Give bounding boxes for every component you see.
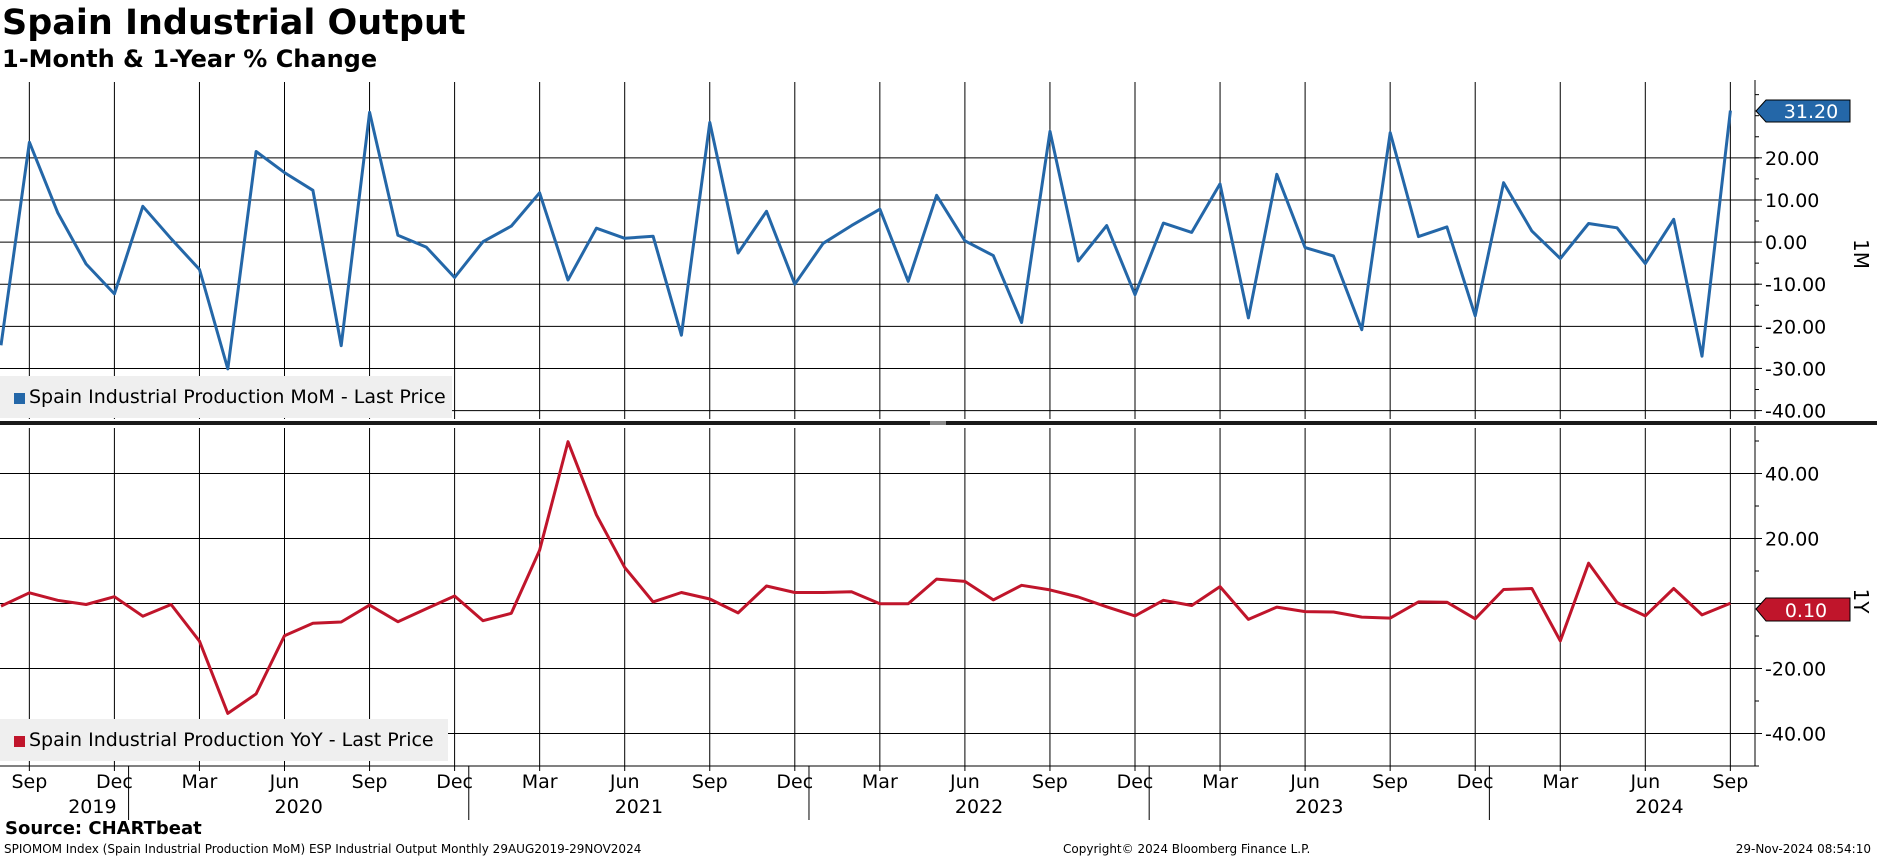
mom-panel: 20.00 10.00 0.00 -10.00 -20.00 -30.00 -40.00 1…: [0, 80, 1873, 423]
x-month-label: Dec: [96, 771, 133, 793]
footer-copyright: Copyright© 2024 Bloomberg Finance L.P.: [1063, 842, 1311, 856]
x-month-label: Mar: [182, 771, 218, 793]
x-month-label: Dec: [1117, 771, 1154, 793]
x-month-label: Jun: [949, 771, 980, 793]
footer-timestamp: 29-Nov-2024 08:54:10: [1735, 842, 1871, 856]
x-month-label: Jun: [609, 771, 640, 793]
y-tick-label: -30.00: [1765, 358, 1826, 380]
yoy-y-axis: 40.00 20.00 -20.00 -40.00: [1754, 426, 1826, 767]
x-year-label: 2024: [1635, 796, 1683, 818]
mom-legend: Spain Industrial Production MoM - Last P…: [0, 376, 452, 418]
mom-panel-label: 1M: [1849, 239, 1873, 269]
mom-y-axis: 20.00 10.00 0.00 -10.00 -20.00 -30.00 -40.00: [1754, 80, 1826, 423]
yoy-gridlines: [0, 428, 1755, 766]
x-month-label: Sep: [352, 771, 388, 793]
x-year-label: 2022: [955, 796, 1003, 818]
yoy-legend-swatch: [14, 736, 25, 747]
x-month-label: Mar: [522, 771, 558, 793]
mom-legend-label: Spain Industrial Production MoM - Last P…: [29, 386, 446, 408]
source-note: Source: CHARTbeat: [5, 818, 202, 839]
mom-gridlines: [0, 82, 1755, 419]
x-month-label: Sep: [692, 771, 728, 793]
y-tick-label: 40.00: [1765, 464, 1819, 486]
chart-title: Spain Industrial Output: [2, 3, 466, 43]
y-tick-label: -40.00: [1765, 724, 1826, 746]
mom-last-value-tag: 31.20: [1755, 99, 1851, 123]
y-tick-label: -20.00: [1765, 659, 1826, 681]
y-tick-label: -20.00: [1765, 316, 1826, 338]
x-month-label: Jun: [1629, 771, 1660, 793]
y-tick-label: -10.00: [1765, 274, 1826, 296]
yoy-last-value-tag: 0.10: [1755, 597, 1851, 622]
x-month-label: Mar: [862, 771, 898, 793]
x-month-label: Sep: [1712, 771, 1748, 793]
x-month-label: Sep: [1032, 771, 1068, 793]
mom-last-value-label: 31.20: [1784, 101, 1838, 123]
x-year-label: 2021: [615, 796, 663, 818]
mom-series-line: [0, 110, 1732, 371]
y-tick-label: 10.00: [1765, 190, 1819, 212]
yoy-panel: 40.00 20.00 -20.00 -40.00 1Y 0.10: [0, 426, 1873, 767]
yoy-legend-label: Spain Industrial Production YoY - Last P…: [29, 729, 434, 751]
chart-subtitle: 1-Month & 1-Year % Change: [2, 45, 378, 73]
yoy-panel-label: 1Y: [1849, 589, 1873, 615]
x-month-label: Sep: [1372, 771, 1408, 793]
x-month-label: Sep: [11, 771, 47, 793]
yoy-legend: Spain Industrial Production YoY - Last P…: [0, 719, 448, 761]
footer-index-description: SPIOMOM Index (Spain Industrial Producti…: [4, 842, 642, 856]
x-month-label: Dec: [776, 771, 813, 793]
x-month-label: Jun: [1289, 771, 1320, 793]
x-year-label: 2020: [274, 796, 322, 818]
x-year-label: 2019: [68, 796, 116, 818]
x-month-label: Dec: [1457, 771, 1494, 793]
x-month-label: Mar: [1202, 771, 1238, 793]
panel-divider-handle[interactable]: [930, 421, 946, 425]
yoy-series-line: [0, 440, 1731, 715]
x-month-label: Mar: [1542, 771, 1578, 793]
x-axis: Sep Dec Mar Jun Sep Dec Mar Jun Sep Dec Mar Jun Sep D…: [0, 765, 1755, 820]
y-tick-label: -40.00: [1765, 401, 1826, 423]
x-month-label: Jun: [269, 771, 300, 793]
yoy-last-value-label: 0.10: [1785, 600, 1827, 622]
x-year-label: 2023: [1295, 796, 1343, 818]
x-month-label: Dec: [436, 771, 473, 793]
y-tick-label: 20.00: [1765, 148, 1819, 170]
mom-legend-swatch: [14, 393, 25, 404]
y-tick-label: 20.00: [1765, 529, 1819, 551]
y-tick-label: 0.00: [1765, 232, 1807, 254]
